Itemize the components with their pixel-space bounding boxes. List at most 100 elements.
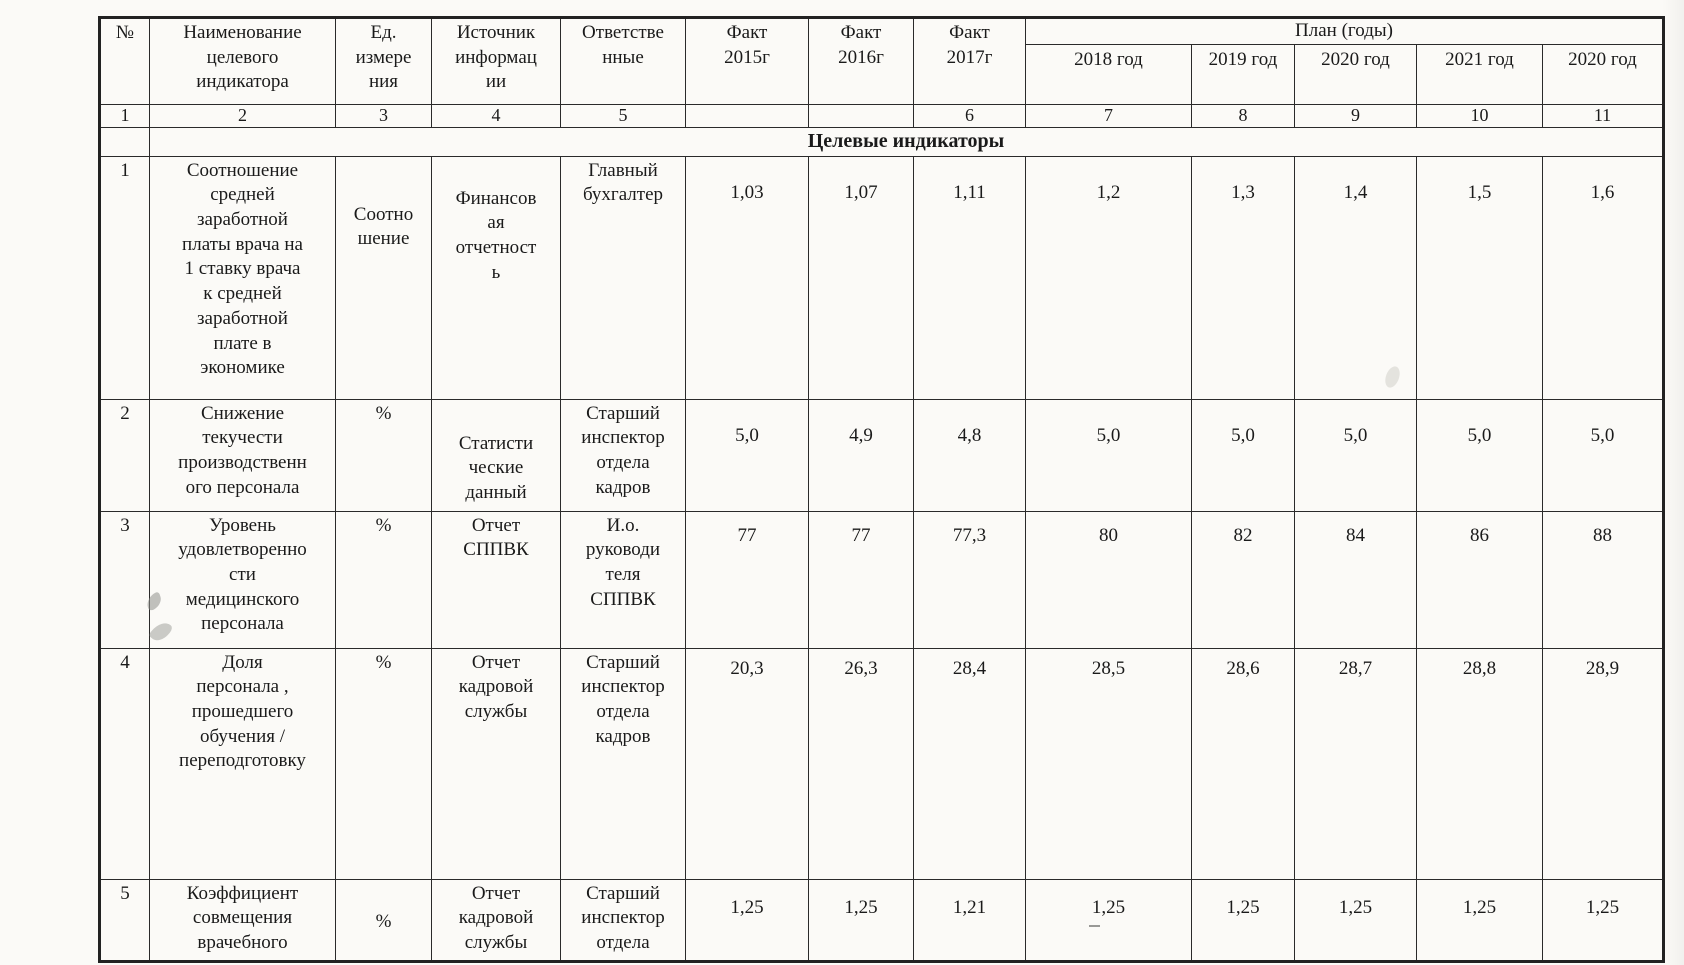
column-number-cell xyxy=(808,103,914,128)
section-row: Целевые индикаторы xyxy=(99,126,1665,157)
cell-value: 80 xyxy=(1025,510,1192,649)
cell-value: 28,5 xyxy=(1025,647,1192,880)
cell-unit: % xyxy=(335,647,432,880)
cell-source: Финансов ая отчетност ь xyxy=(431,155,561,400)
col-header-indicator-name: Наименование целевого индикатора xyxy=(149,17,336,105)
cell-value: 28,6 xyxy=(1191,647,1295,880)
scan-edge-shadow xyxy=(1662,0,1684,965)
cell-value: 26,3 xyxy=(808,647,914,880)
col-header-source: Источник информац ии xyxy=(431,17,561,105)
col-header-responsible: Ответстве нные xyxy=(560,17,686,105)
cell-value: 1,4 xyxy=(1294,155,1417,400)
column-number-cell: 4 xyxy=(431,103,561,128)
column-number-cell: 6 xyxy=(913,103,1026,128)
cell-responsible: Старший инспектор отдела кадров xyxy=(560,398,686,512)
cell-unit: % xyxy=(335,510,432,649)
cell-responsible: Старший инспектор отдела кадров xyxy=(560,647,686,880)
column-number-cell xyxy=(685,103,809,128)
col-header-plan-2020: 2020 год xyxy=(1294,43,1417,105)
cell-indicator-name: Снижение текучести производственн ого пе… xyxy=(149,398,336,512)
cell-value: 77 xyxy=(685,510,809,649)
cell-value: 28,9 xyxy=(1541,647,1665,880)
cell-value: 1,25 xyxy=(1294,878,1417,962)
section-title: Целевые индикаторы xyxy=(148,126,1665,157)
cell-value: 84 xyxy=(1294,510,1417,649)
cell-unit: % xyxy=(335,398,432,512)
col-header-no: № xyxy=(99,17,150,105)
cell-value: 28,8 xyxy=(1416,647,1543,880)
col-header-fact-2017: Факт 2017г xyxy=(913,17,1026,105)
cell-value: 1,25 xyxy=(1416,878,1543,962)
cell-value: 1,07 xyxy=(808,155,914,400)
col-header-unit: Ед. измере ния xyxy=(335,17,432,105)
table-row: 2 Снижение текучести производственн ого … xyxy=(99,398,1665,512)
cell-value: 1,25 xyxy=(808,878,914,962)
cell-value: 1,25 xyxy=(1541,878,1665,962)
col-header-plan-group: План (годы) xyxy=(1024,17,1665,45)
col-header-plan-2020b: 2020 год xyxy=(1541,43,1665,105)
cell-value: 5,0 xyxy=(685,398,809,512)
col-header-plan-2019: 2019 год xyxy=(1191,43,1295,105)
cell-value: 4,9 xyxy=(808,398,914,512)
cell-unit: Соотно шение xyxy=(335,155,432,400)
cell-indicator-name: Уровень удовлетворенно сти медицинского … xyxy=(149,510,336,649)
cell-value: 5,0 xyxy=(1025,398,1192,512)
cell-value: 28,7 xyxy=(1294,647,1417,880)
cell-value: 1,25 xyxy=(1025,878,1192,962)
cell-responsible: Старший инспектор отдела xyxy=(560,878,686,962)
cell-no: 2 xyxy=(99,398,150,512)
cell-unit: % xyxy=(335,878,432,962)
cell-value: 5,0 xyxy=(1416,398,1543,512)
cell-value: 86 xyxy=(1416,510,1543,649)
header-row-plan-years: 2018 год 2019 год 2020 год 2021 год 2020… xyxy=(100,43,1665,105)
target-indicators-table: № Наименование целевого индикатора Ед. и… xyxy=(98,16,1666,963)
cell-source: Отчет кадровой службы xyxy=(431,647,561,880)
cell-value: 77,3 xyxy=(913,510,1026,649)
cell-value: 1,3 xyxy=(1191,155,1295,400)
cell-responsible: Главный бухгалтер xyxy=(560,155,686,400)
cell-value: 5,0 xyxy=(1294,398,1417,512)
table-row: 1 Соотношение средней заработной платы в… xyxy=(99,155,1665,400)
cell-responsible: И.о. руководи теля СППВК xyxy=(560,510,686,649)
cell-value: 1,25 xyxy=(685,878,809,962)
cell-indicator-name: Соотношение средней заработной платы вра… xyxy=(149,155,336,400)
cell-indicator-name: Коэффициент совмещения врачебного xyxy=(149,878,336,962)
cell-source: Отчет СППВК xyxy=(431,510,561,649)
table-row: 5 Коэффициент совмещения врачебного % От… xyxy=(99,878,1665,962)
cell-value: 77 xyxy=(808,510,914,649)
cell-no: 3 xyxy=(99,510,150,649)
cell-value: 1,11 xyxy=(913,155,1026,400)
column-number-cell: 7 xyxy=(1025,103,1192,128)
column-number-cell: 11 xyxy=(1541,103,1665,128)
cell-value: 1,6 xyxy=(1541,155,1665,400)
cell-indicator-name: Доля персонала , прошедшего обучения / п… xyxy=(149,647,336,880)
column-number-cell: 3 xyxy=(335,103,432,128)
table-row: 4 Доля персонала , прошедшего обучения /… xyxy=(99,647,1665,880)
cell-value: 1,2 xyxy=(1025,155,1192,400)
col-header-plan-2018: 2018 год xyxy=(1025,43,1192,105)
column-number-cell: 1 xyxy=(99,103,150,128)
cell-value: 1,03 xyxy=(685,155,809,400)
col-header-plan-2021: 2021 год xyxy=(1416,43,1543,105)
cell-source: Отчет кадровой службы xyxy=(431,878,561,962)
header-row-top: № Наименование целевого индикатора Ед. и… xyxy=(99,17,1665,105)
cell-value: 88 xyxy=(1541,510,1665,649)
cell-value: 5,0 xyxy=(1191,398,1295,512)
column-number-cell: 2 xyxy=(149,103,336,128)
column-number-cell: 8 xyxy=(1191,103,1295,128)
cell-no: 4 xyxy=(99,647,150,880)
cell-value: 5,0 xyxy=(1541,398,1665,512)
column-numbering-row: 1 2 3 4 5 6 7 8 9 10 11 xyxy=(99,103,1665,128)
column-number-cell: 9 xyxy=(1294,103,1417,128)
cell-value: 1,25 xyxy=(1191,878,1295,962)
cell-value: 82 xyxy=(1191,510,1295,649)
cell-source: Статисти ческие данный xyxy=(431,398,561,512)
section-row-no-cell xyxy=(99,126,150,157)
cell-no: 1 xyxy=(99,155,150,400)
cell-value: 20,3 xyxy=(685,647,809,880)
table-row: 3 Уровень удовлетворенно сти медицинског… xyxy=(99,510,1665,649)
column-number-cell: 10 xyxy=(1416,103,1543,128)
col-header-fact-2016: Факт 2016г xyxy=(808,17,914,105)
cell-value: 28,4 xyxy=(913,647,1026,880)
cell-value: 4,8 xyxy=(913,398,1026,512)
